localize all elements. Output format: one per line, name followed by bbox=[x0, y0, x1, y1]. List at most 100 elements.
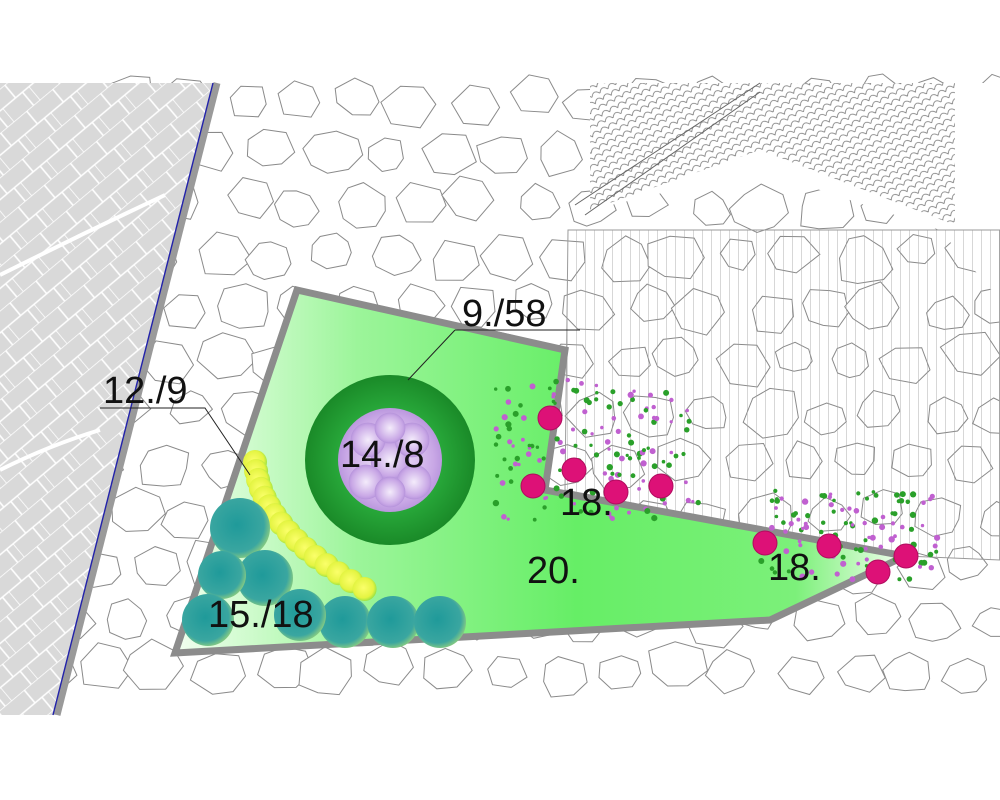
perennial-dot bbox=[573, 443, 578, 448]
paving-stone bbox=[198, 231, 253, 276]
perennial-dot bbox=[854, 547, 858, 552]
perennial-dot bbox=[773, 488, 778, 493]
shrub bbox=[237, 550, 293, 606]
paving-stone bbox=[217, 283, 269, 329]
paving-stone bbox=[476, 136, 528, 174]
label-perennials-lower: 18. bbox=[768, 547, 821, 589]
perennial-dot bbox=[796, 517, 801, 522]
perennial-dot bbox=[505, 399, 512, 405]
paving-stone bbox=[854, 592, 902, 636]
perennial-dot bbox=[871, 517, 879, 524]
perennial-dot bbox=[627, 510, 631, 515]
perennial-dot bbox=[582, 409, 588, 415]
perennial-dot bbox=[626, 433, 632, 438]
perennial-dot bbox=[512, 461, 518, 467]
perennial-dot bbox=[673, 453, 679, 459]
paving-stone bbox=[423, 647, 473, 690]
perennial-dot bbox=[614, 505, 619, 511]
perennial-dot bbox=[856, 561, 861, 566]
perennial-dot bbox=[495, 433, 502, 440]
perennial-dot bbox=[493, 426, 499, 432]
perennial-dot bbox=[921, 559, 928, 566]
perennial-dot bbox=[611, 416, 617, 421]
perennial-dot bbox=[521, 415, 527, 421]
perennial-dot bbox=[803, 521, 808, 526]
roof-opening bbox=[955, 92, 1000, 222]
perennial-dot bbox=[521, 437, 525, 442]
perennial-dot bbox=[578, 509, 584, 514]
perennial-dot bbox=[558, 493, 565, 499]
paving-stone bbox=[395, 181, 447, 223]
perennial-dot bbox=[934, 534, 941, 541]
perennial-dot bbox=[579, 381, 584, 386]
perennial-dot bbox=[691, 499, 695, 504]
perennial-dot bbox=[651, 515, 658, 522]
paving-stone bbox=[971, 607, 1000, 637]
perennial-dot bbox=[818, 529, 824, 535]
paving-stone bbox=[728, 183, 789, 234]
perennial-dot bbox=[512, 410, 519, 417]
perennial-dot bbox=[918, 564, 922, 569]
perennial-dot bbox=[640, 460, 647, 467]
center-plant-group bbox=[348, 412, 432, 508]
perennial-dot bbox=[506, 425, 512, 432]
perennial-dot bbox=[685, 497, 691, 503]
perennial-dot bbox=[590, 432, 594, 436]
perennial-dot bbox=[508, 466, 513, 471]
deck bbox=[565, 230, 1000, 560]
perennial-dot bbox=[831, 509, 836, 514]
perennial-dot bbox=[775, 497, 779, 501]
paving-stone bbox=[134, 546, 181, 587]
perennial-dot bbox=[594, 397, 599, 402]
roof-tiles bbox=[590, 83, 955, 225]
perennial-dot bbox=[899, 491, 906, 498]
perennial-dot bbox=[588, 509, 594, 515]
perennial-dot bbox=[798, 543, 803, 548]
perennial-dot bbox=[934, 549, 939, 554]
curb bbox=[53, 82, 221, 716]
perennial-dot bbox=[551, 399, 556, 404]
perennial-dot bbox=[502, 457, 507, 462]
paving-stone bbox=[441, 175, 495, 222]
perennial-dot bbox=[589, 443, 593, 447]
perennial-dot bbox=[801, 498, 809, 505]
perennial-dot bbox=[648, 392, 653, 398]
perennial-dot bbox=[572, 502, 576, 506]
perennial-dot bbox=[799, 573, 806, 580]
perennial-dot bbox=[862, 520, 867, 526]
perennial-dot bbox=[900, 524, 905, 530]
perennial-dot bbox=[547, 386, 552, 391]
paving-stone bbox=[450, 84, 501, 126]
perennial-bed bbox=[492, 377, 941, 585]
perennial-dot bbox=[781, 520, 786, 525]
deck-outline bbox=[564, 229, 1000, 561]
perennial-dot bbox=[840, 554, 846, 560]
perennial-dot bbox=[651, 404, 656, 410]
paving-stone bbox=[196, 332, 258, 380]
perennial-dot bbox=[506, 517, 510, 521]
rose bbox=[520, 473, 546, 499]
perennial-dot bbox=[888, 536, 895, 543]
label-paving-plant: 9./58 bbox=[462, 293, 547, 335]
perennial-dot bbox=[863, 538, 868, 543]
perennial-dot bbox=[894, 492, 900, 498]
perennial-dot bbox=[617, 401, 623, 407]
perennial-dot bbox=[893, 534, 897, 539]
perennial-dot bbox=[557, 439, 563, 445]
perennial-dot bbox=[928, 565, 934, 571]
perennial-dot bbox=[769, 498, 775, 504]
perennial-dot bbox=[783, 529, 788, 534]
paving-stone bbox=[122, 638, 184, 690]
perennial-dot bbox=[532, 517, 537, 522]
paving-stone bbox=[163, 294, 206, 329]
perennial-dot bbox=[554, 436, 560, 442]
perennial-dot bbox=[492, 499, 500, 507]
perennial-dot bbox=[666, 462, 672, 469]
perennial-dot bbox=[897, 577, 902, 582]
perennial-dot bbox=[840, 507, 845, 512]
perennial-dot bbox=[610, 471, 615, 476]
paving-stone bbox=[80, 642, 134, 689]
shrub bbox=[319, 596, 371, 648]
perennial-dot bbox=[643, 408, 649, 413]
paving-stone bbox=[298, 646, 352, 696]
